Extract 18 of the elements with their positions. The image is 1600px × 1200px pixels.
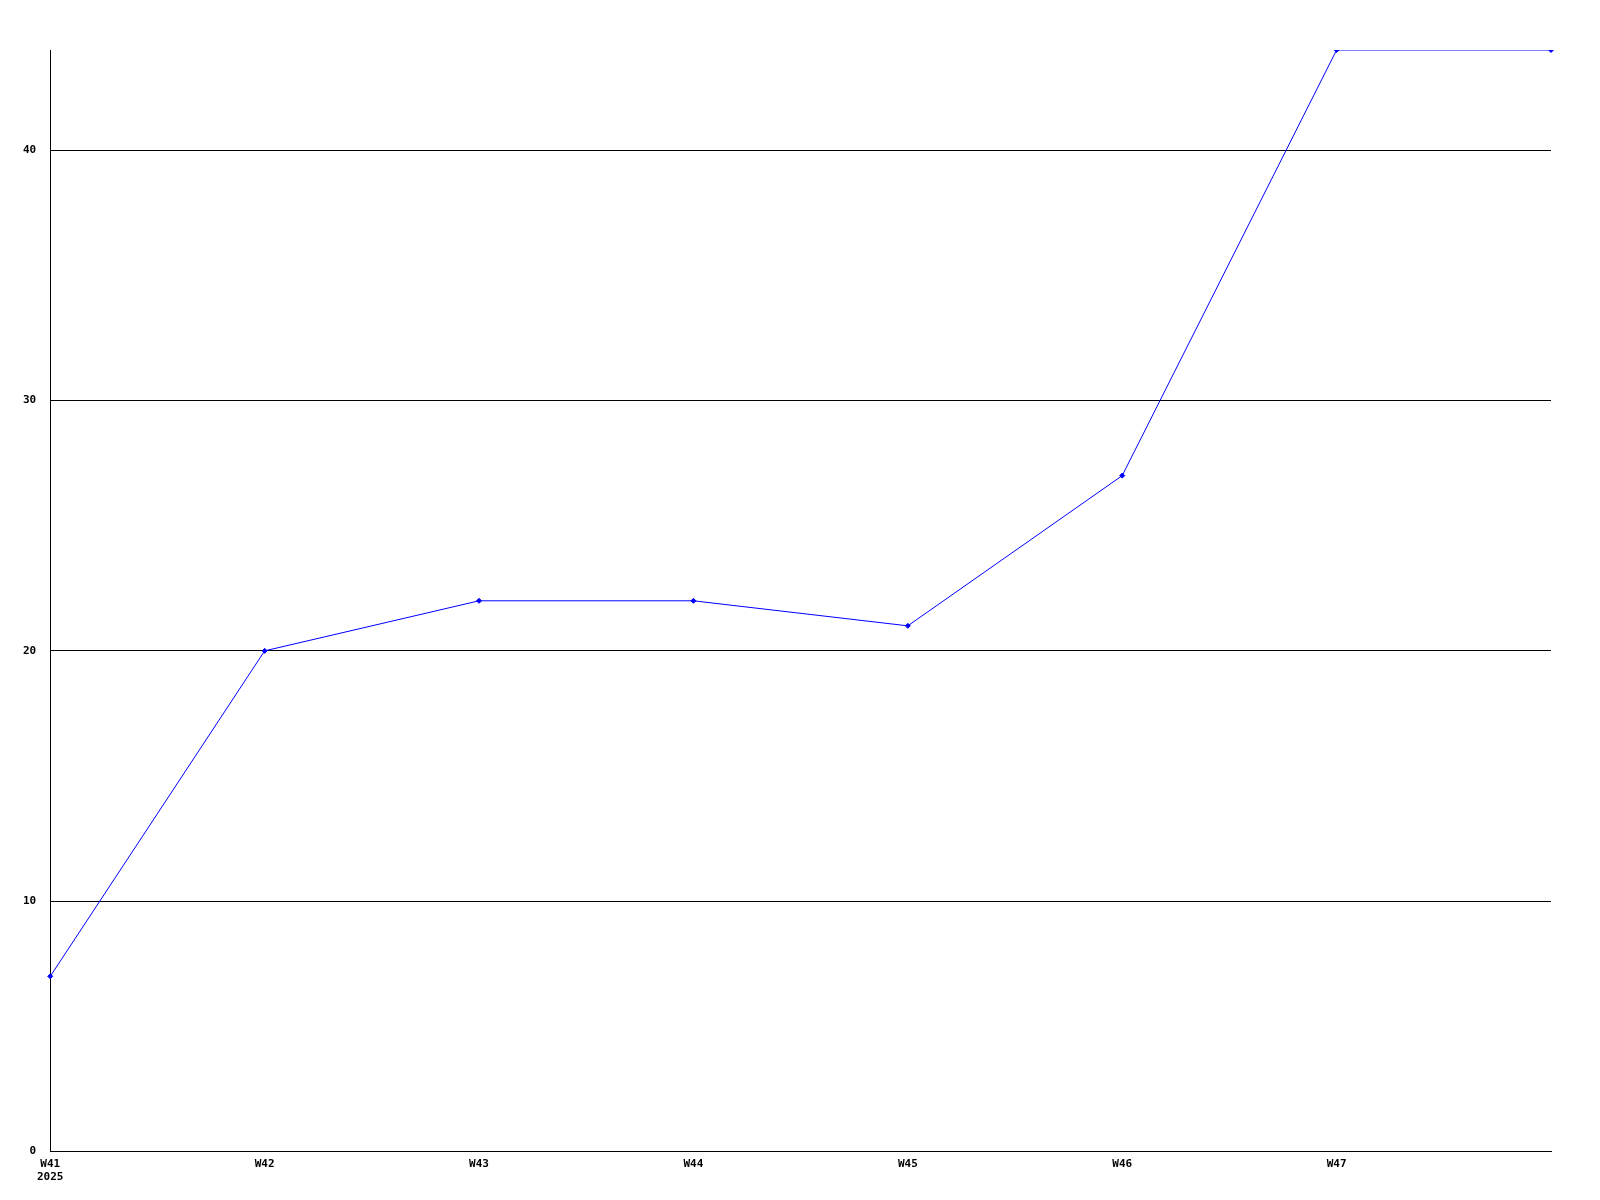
x-tick-label: W45 xyxy=(897,1157,918,1171)
y-tick-label: 20 xyxy=(23,643,37,657)
point xyxy=(690,597,697,604)
x-tick-label: W46 xyxy=(1112,1157,1133,1171)
x-tick-label: W43 xyxy=(469,1157,489,1171)
y-tick-label: 0 xyxy=(29,1144,37,1158)
point xyxy=(261,647,268,654)
point xyxy=(476,597,483,604)
point xyxy=(904,622,911,629)
y-tick-label: 30 xyxy=(23,393,37,407)
x-tick-label: W44 xyxy=(683,1157,704,1171)
point xyxy=(1119,472,1126,479)
x-tick-label: W42 xyxy=(254,1157,275,1171)
y-tick-label: 10 xyxy=(23,894,37,908)
x-tick-label: W47 xyxy=(1326,1157,1347,1171)
point xyxy=(47,973,54,980)
y-tick-label: 40 xyxy=(23,143,37,156)
x-tick-label: W41 2025 xyxy=(37,1157,64,1184)
